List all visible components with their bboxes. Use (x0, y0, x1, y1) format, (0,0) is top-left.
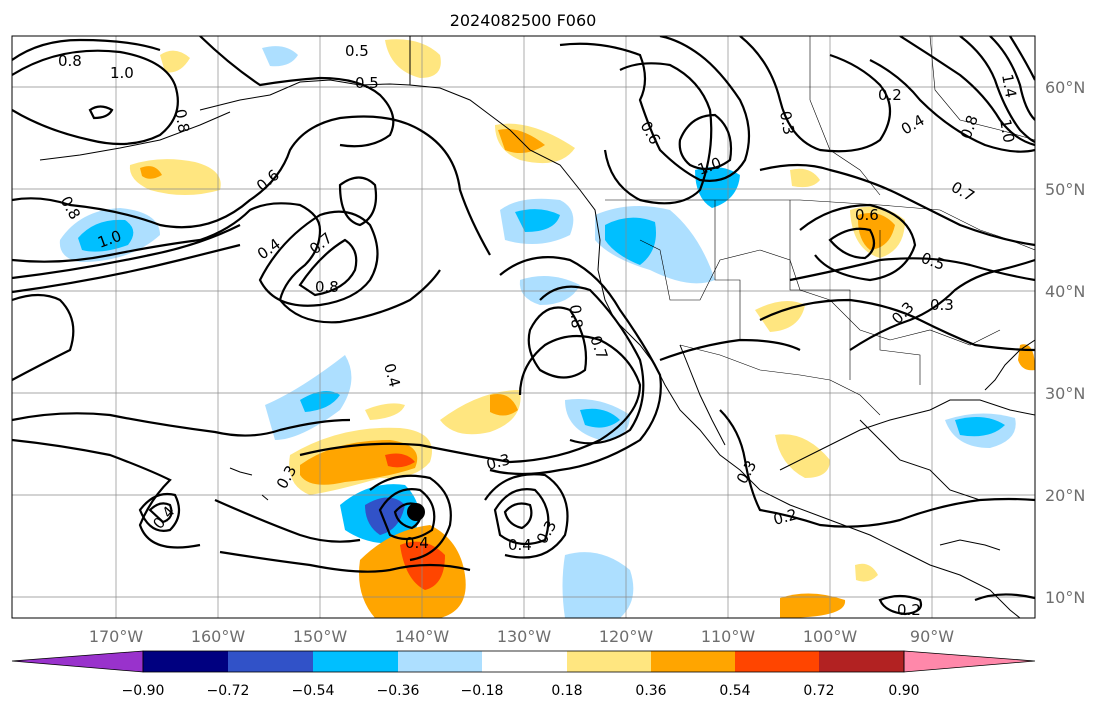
colorbar-segment (482, 651, 567, 672)
contour-label: 0.3 (776, 110, 798, 137)
positive-anomaly-region (490, 394, 518, 416)
contour-lines (12, 36, 1035, 616)
negative-anomaly-region (365, 497, 405, 535)
contour-label: 0.6 (855, 206, 879, 224)
lon-label: 120°W (599, 627, 654, 646)
map-border (11, 35, 1036, 619)
lat-label: 50°N (1045, 180, 1085, 199)
colorbar-tick-label: −0.72 (207, 683, 250, 699)
colorbar-tick-label: −0.18 (461, 683, 504, 699)
colorbar-tick-label: 0.18 (551, 683, 582, 699)
negative-anomaly-region (519, 276, 580, 305)
positive-anomaly-region (775, 434, 830, 478)
colorbar-segment (143, 651, 228, 672)
shaded-anomalies (59, 39, 1035, 618)
colorbar-tick-label: 0.36 (635, 683, 666, 699)
colorbar-extend-low (11, 650, 144, 673)
positive-anomaly-region (300, 440, 418, 485)
contour-label: 0.3 (930, 296, 954, 314)
contour-label: 0.8 (58, 52, 82, 70)
positive-anomaly-region (365, 403, 405, 420)
contour-label: 0.2 (897, 601, 921, 619)
colorbar-segment (228, 651, 313, 672)
positive-anomaly-region (385, 39, 441, 78)
cyclone-marker (407, 503, 425, 521)
lon-label: 150°W (293, 627, 348, 646)
negative-anomaly-region (562, 552, 634, 618)
lat-label: 60°N (1045, 78, 1085, 97)
colorbar-tick-label: 0.54 (719, 683, 750, 699)
colorbar-segment (567, 651, 651, 672)
lon-label: 130°W (497, 627, 552, 646)
contour-label: 1.0 (110, 64, 134, 82)
contour-label: 0.8 (171, 108, 193, 135)
contour-label: 1.4 (998, 73, 1020, 100)
contour-label: 0.5 (355, 74, 379, 92)
lat-label: 20°N (1045, 486, 1085, 505)
colorbar-tick-label: 0.90 (888, 683, 919, 699)
map-panel: 0.8 1.0 0.8 0.5 0.5 0.6 0.4 0.7 0.8 1.0 … (11, 35, 1036, 619)
negative-anomaly-region (262, 46, 298, 67)
negative-anomaly-region (955, 416, 1005, 437)
positive-anomaly-region (160, 50, 190, 73)
colorbar-segment (819, 651, 904, 672)
colorbar-segment (398, 651, 482, 672)
colorbar: −0.90 −0.72 −0.54 −0.36 −0.18 0.18 0.36 … (11, 650, 1036, 699)
contour-label: 0.4 (380, 361, 404, 389)
lat-label: 40°N (1045, 282, 1085, 301)
contour-label: 1.0 (996, 118, 1018, 145)
negative-anomaly-region (78, 219, 134, 252)
contour-label: 0.8 (315, 278, 339, 296)
lat-label: 10°N (1045, 588, 1085, 607)
positive-anomaly-region (790, 168, 820, 188)
positive-anomaly-region (855, 563, 878, 582)
colorbar-ticks: −0.90 −0.72 −0.54 −0.36 −0.18 0.18 0.36 … (122, 683, 920, 699)
positive-anomaly-region (780, 593, 846, 618)
negative-anomaly-region (515, 209, 560, 232)
colorbar-segment (313, 651, 398, 672)
negative-anomaly-region (580, 408, 620, 428)
positive-anomaly-region (857, 212, 895, 250)
positive-anomaly-region (140, 166, 162, 179)
colorbar-tick-label: 0.72 (803, 683, 834, 699)
colorbar-extend-high (903, 650, 1036, 673)
lon-label: 110°W (701, 627, 756, 646)
colorbar-segment (651, 651, 735, 672)
contour-label: 0.4 (405, 534, 429, 552)
colorbar-tick-label: −0.36 (377, 683, 420, 699)
negative-anomaly-region (605, 217, 656, 265)
contour-label: 0.2 (771, 505, 799, 529)
contour-label: 0.8 (566, 304, 586, 329)
latitude-labels: 60°N 50°N 40°N 30°N 20°N 10°N (1045, 78, 1085, 607)
positive-anomaly-region (385, 453, 415, 468)
contour-label: 0.3 (484, 450, 512, 474)
colorbar-frame (142, 650, 905, 673)
lon-label: 100°W (803, 627, 858, 646)
contour-label: 0.4 (508, 536, 532, 554)
colorbar-tick-label: −0.90 (122, 683, 165, 699)
lon-label: 90°W (910, 627, 954, 646)
lon-label: 170°W (89, 627, 144, 646)
lon-label: 160°W (191, 627, 246, 646)
positive-anomaly-region (755, 301, 805, 332)
colorbar-tick-label: −0.54 (292, 683, 335, 699)
contour-label: 0.5 (345, 42, 369, 60)
lon-label: 140°W (395, 627, 450, 646)
lat-label: 30°N (1045, 384, 1085, 403)
map-title: 2024082500 F060 (450, 11, 597, 30)
contour-label: 0.2 (878, 86, 902, 104)
longitude-labels: 170°W 160°W 150°W 140°W 130°W 120°W 110°… (89, 627, 954, 646)
colorbar-segment (735, 651, 819, 672)
